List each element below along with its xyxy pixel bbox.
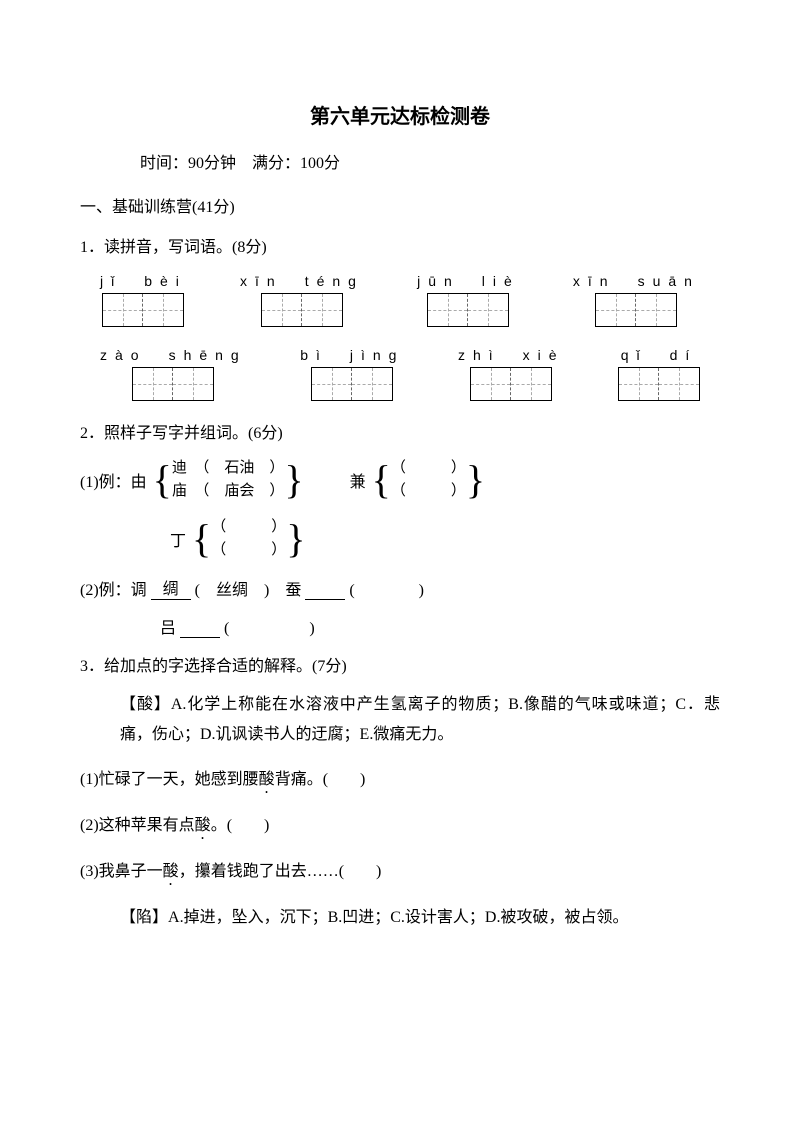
question-3: 3．给加点的字选择合适的解释。(7分): [80, 652, 720, 676]
brace-group-you: { 迪 （ 石油 ） 庙 （ 庙会 ） }: [153, 457, 304, 502]
pinyin-text: zào shēng: [100, 345, 247, 365]
brace-group-ding: { （ ） （ ） }: [192, 516, 305, 561]
q2-2-lv-blank: ( ): [224, 620, 315, 637]
q3-3-tail: ，攥着钱跑了出去……( ): [179, 863, 382, 880]
brace-item: （ ）: [211, 516, 286, 539]
blank-underline: [180, 637, 220, 638]
xian-definition: 【陷】A.掉进，坠入，沉下；B.凹进；C.设计害人；D.被攻破，被占领。: [80, 903, 720, 933]
q3-2-tail: 。( ): [211, 817, 270, 834]
pinyin-box: jǐ bèi: [100, 271, 187, 327]
q3-1-char: 酸: [259, 771, 275, 788]
pinyin-text: jūn liè: [417, 271, 520, 291]
brace-right-icon: }: [466, 460, 485, 500]
pinyin-row-2: zào shēng bì jìng zhì xiè qǐ dí: [80, 345, 720, 401]
q2-2-chou-word: ( 丝绸 ) 蚕: [195, 582, 306, 599]
q2-1-ding-line: 丁 { （ ） （ ） }: [80, 516, 720, 561]
blank-underline: [305, 599, 345, 600]
q2-1-jian: 兼: [350, 468, 366, 492]
xian-def-text: A.掉进，坠入，沉下；B.凹进；C.设计害人；D.被攻破，被占领。: [168, 909, 628, 926]
question-1: 1．读拼音，写词语。(8分): [80, 233, 720, 257]
q3-3: (3)我鼻子一酸，攥着钱跑了出去……( ): [80, 857, 720, 889]
q2-2-line: (2)例：调 绸 ( 丝绸 ) 蚕 ( ): [80, 575, 720, 600]
brace-item: （ ）: [391, 457, 466, 480]
pinyin-box: bì jìng: [300, 345, 404, 401]
char-grid: [470, 367, 552, 401]
pinyin-text: jǐ bèi: [100, 271, 187, 291]
pinyin-box: jūn liè: [417, 271, 520, 327]
q2-2-prefix: (2)例：调: [80, 582, 151, 599]
q3-3-head: (3)我鼻子一: [80, 863, 163, 880]
brace-item: 迪 （ 石油 ）: [172, 457, 285, 480]
brace-left-icon: {: [372, 460, 391, 500]
suan-definition: 【酸】A.化学上称能在水溶液中产生氢离子的物质；B.像醋的气味或味道；C．悲痛，…: [80, 690, 720, 751]
pinyin-text: bì jìng: [300, 345, 404, 365]
brace-item: （ ）: [211, 539, 286, 562]
q2-1-line: (1)例：由 { 迪 （ 石油 ） 庙 （ 庙会 ） } 兼 { （ ） （ ）…: [80, 457, 720, 502]
pinyin-box: zào shēng: [100, 345, 247, 401]
question-2: 2．照样子写字并组词。(6分): [80, 419, 720, 443]
q2-1-prefix: (1)例：由: [80, 468, 147, 492]
brace-left-icon: {: [192, 519, 211, 559]
q2-2-chou: 绸: [151, 575, 191, 600]
q2-2-lv-line: 吕 ( ): [80, 614, 720, 638]
q2-2-lv: 吕: [160, 620, 180, 637]
pinyin-text: xīn téng: [240, 271, 364, 291]
brace-right-icon: }: [286, 519, 305, 559]
pinyin-text: zhì xiè: [458, 345, 565, 365]
q3-3-char: 酸: [163, 863, 179, 880]
page-title: 第六单元达标检测卷: [80, 100, 720, 129]
q3-1-head: (1)忙碌了一天，她感到腰: [80, 771, 259, 788]
char-grid: [618, 367, 700, 401]
section-1-heading: 一、基础训练营(41分): [80, 193, 720, 217]
char-grid: [595, 293, 677, 327]
pinyin-box: zhì xiè: [458, 345, 565, 401]
q3-2-head: (2)这种苹果有点: [80, 817, 195, 834]
pinyin-row-1: jǐ bèi xīn téng jūn liè xīn suān: [80, 271, 720, 327]
meta-info: 时间：90分钟 满分：100分: [80, 149, 720, 173]
q3-2: (2)这种苹果有点酸。( ): [80, 811, 720, 843]
brace-left-icon: {: [153, 460, 172, 500]
brace-right-icon: }: [284, 460, 303, 500]
q3-1-tail: 背痛。( ): [275, 771, 366, 788]
q3-2-char: 酸: [195, 817, 211, 834]
suan-def-text: A.化学上称能在水溶液中产生氢离子的物质；B.像醋的气味或味道；C．悲痛，伤心；…: [120, 696, 720, 743]
brace-group-jian: { （ ） （ ） }: [372, 457, 485, 502]
char-grid: [311, 367, 393, 401]
brace-item: （ ）: [391, 480, 466, 503]
q3-1: (1)忙碌了一天，她感到腰酸背痛。( ): [80, 765, 720, 797]
char-grid: [261, 293, 343, 327]
suan-label: 【酸】: [120, 696, 171, 713]
char-grid: [102, 293, 184, 327]
q2-2-blank: ( ): [349, 582, 424, 599]
q2-1-ding: 丁: [170, 527, 186, 551]
pinyin-box: xīn téng: [240, 271, 364, 327]
char-grid: [132, 367, 214, 401]
char-grid: [427, 293, 509, 327]
pinyin-text: qǐ dí: [621, 345, 698, 365]
pinyin-box: qǐ dí: [618, 345, 700, 401]
brace-item: 庙 （ 庙会 ）: [172, 480, 285, 503]
pinyin-text: xīn suān: [573, 271, 700, 291]
xian-label: 【陷】: [120, 909, 168, 926]
pinyin-box: xīn suān: [573, 271, 700, 327]
